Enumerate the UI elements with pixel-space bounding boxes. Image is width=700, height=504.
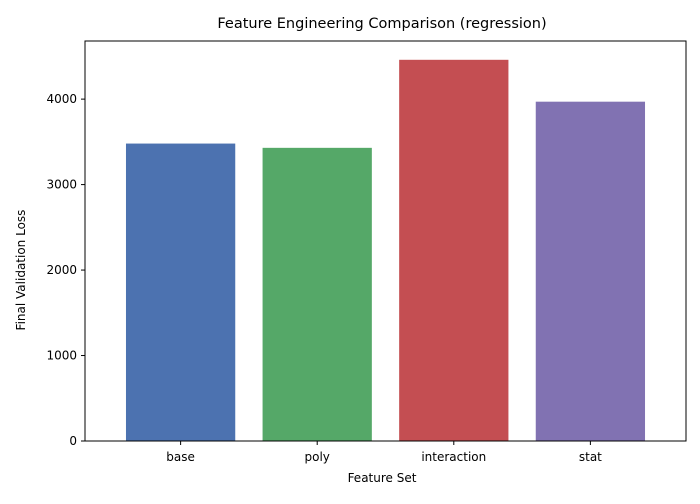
y-tick-label: 1000: [46, 349, 77, 363]
x-tick-label: poly: [305, 450, 330, 464]
plot-area-frame: [84, 40, 687, 442]
x-tick-label: base: [166, 450, 195, 464]
bars-group: [125, 59, 646, 442]
y-tick-label: 4000: [46, 92, 77, 106]
chart-title: Feature Engineering Comparison (regressi…: [217, 16, 546, 32]
bar-stat: [535, 101, 646, 441]
y-tick-label: 3000: [46, 178, 77, 192]
bar-poly: [262, 147, 372, 442]
x-axis-ticks: base poly interaction stat: [166, 441, 602, 464]
x-tick-label: interaction: [421, 450, 486, 464]
bar-interaction: [399, 59, 509, 442]
y-tick-label: 2000: [46, 263, 77, 277]
y-axis-ticks: 0 1000 2000 3000 4000: [46, 92, 85, 448]
x-axis-label: Feature Set: [348, 471, 417, 485]
y-axis-label: Final Validation Loss: [14, 210, 28, 331]
bar-base: [125, 143, 236, 442]
x-tick-label: stat: [579, 450, 602, 464]
y-tick-label: 0: [69, 434, 77, 448]
